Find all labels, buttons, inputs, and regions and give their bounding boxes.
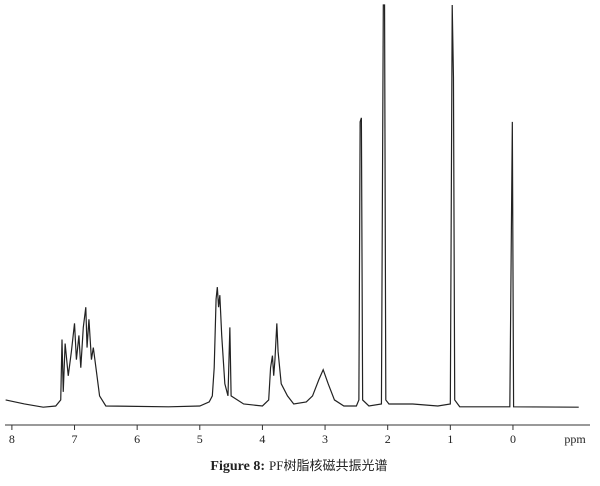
- x-tick-label: 6: [134, 432, 140, 446]
- x-tick-label: 8: [9, 432, 15, 446]
- figure-label: Figure 8:: [210, 459, 265, 474]
- spectrum-line: [5, 4, 579, 408]
- x-tick-label: 1: [447, 432, 453, 446]
- x-axis-label: ppm: [564, 432, 586, 446]
- x-tick-label: 7: [72, 432, 78, 446]
- figure-caption: PF树脂核磁共振光谱: [269, 458, 387, 473]
- x-tick-label: 2: [385, 432, 391, 446]
- x-tick-label: 0: [510, 432, 516, 446]
- x-tick-label: 5: [197, 432, 203, 446]
- x-tick-label: 3: [322, 432, 328, 446]
- x-tick-label: 4: [259, 432, 265, 446]
